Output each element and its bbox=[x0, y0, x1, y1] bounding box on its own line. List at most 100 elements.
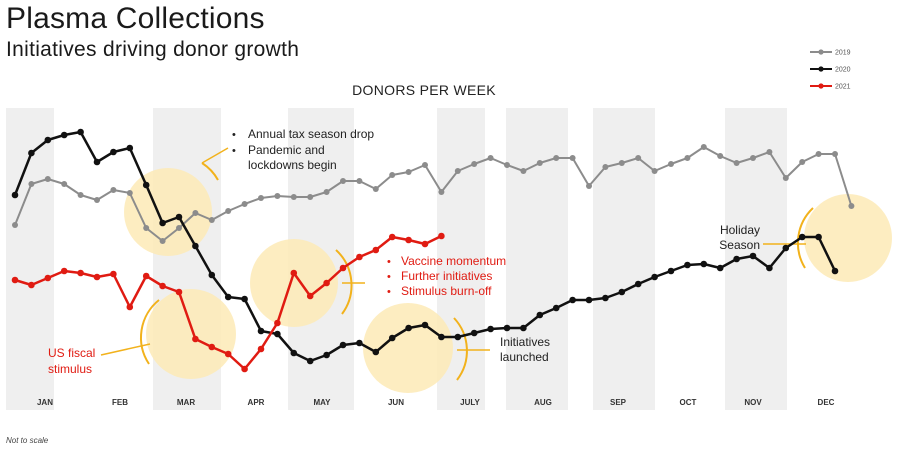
page-subtitle: Initiatives driving donor growth bbox=[6, 38, 300, 61]
data-point-2021 bbox=[11, 276, 19, 284]
data-point-2019 bbox=[618, 160, 625, 166]
annotation-text: Initiatives bbox=[500, 335, 550, 349]
data-point-2019 bbox=[668, 161, 674, 167]
data-point-2020 bbox=[126, 144, 134, 152]
data-point-2021 bbox=[372, 246, 380, 254]
data-point-2019 bbox=[553, 155, 560, 161]
annotation-text: Pandemic and bbox=[248, 143, 325, 157]
data-point-2020 bbox=[536, 311, 544, 319]
annotation-text: Further initiatives bbox=[401, 269, 492, 283]
data-point-2020 bbox=[11, 191, 19, 199]
highlight-circle bbox=[124, 168, 212, 256]
data-point-2021 bbox=[388, 233, 396, 241]
data-point-2020 bbox=[487, 325, 494, 333]
data-point-2020 bbox=[77, 128, 84, 136]
data-point-2019 bbox=[504, 162, 510, 168]
chart-title: DONORS PER WEEK bbox=[352, 82, 496, 98]
data-point-2020 bbox=[93, 158, 101, 166]
data-point-2021 bbox=[323, 279, 330, 287]
data-point-2020 bbox=[405, 324, 412, 332]
data-point-2021 bbox=[60, 267, 68, 275]
data-point-2021 bbox=[192, 335, 199, 343]
data-point-2020 bbox=[569, 296, 576, 304]
annotation-leader bbox=[100, 343, 151, 356]
data-point-2019 bbox=[159, 238, 166, 244]
footnote: Not to scale bbox=[6, 436, 49, 445]
data-point-2019 bbox=[438, 189, 445, 195]
data-point-2021 bbox=[28, 281, 35, 289]
data-point-2020 bbox=[257, 327, 265, 335]
data-point-2020 bbox=[651, 273, 658, 281]
month-label: DEC bbox=[818, 398, 835, 407]
legend: 2019 2020 2021 bbox=[810, 49, 851, 91]
data-point-2021 bbox=[142, 272, 150, 280]
data-point-2020 bbox=[667, 267, 675, 275]
legend-label: 2019 bbox=[835, 50, 851, 57]
data-point-2021 bbox=[126, 303, 134, 311]
month-label: OCT bbox=[680, 398, 697, 407]
data-point-2019 bbox=[143, 225, 150, 231]
legend-swatch-marker bbox=[818, 49, 824, 55]
annotation-text: Holiday bbox=[720, 223, 760, 237]
data-point-2021 bbox=[175, 288, 183, 296]
data-point-2019 bbox=[290, 194, 297, 200]
annotation-arc bbox=[140, 299, 160, 365]
data-point-2020 bbox=[372, 348, 380, 356]
annotation-text: stimulus bbox=[48, 362, 92, 376]
data-point-2020 bbox=[733, 255, 740, 263]
data-point-2019 bbox=[241, 201, 248, 207]
data-point-2019 bbox=[176, 225, 182, 231]
month-label: APR bbox=[248, 398, 265, 407]
data-point-2020 bbox=[28, 149, 35, 157]
data-point-2019 bbox=[635, 155, 642, 161]
data-point-2019 bbox=[651, 168, 658, 174]
highlight-circle bbox=[363, 303, 453, 393]
month-label: MAR bbox=[177, 398, 195, 407]
data-point-2019 bbox=[422, 162, 428, 168]
data-point-2020 bbox=[585, 296, 593, 304]
data-point-2021 bbox=[241, 365, 248, 373]
data-point-2020 bbox=[208, 271, 216, 279]
highlight-circle bbox=[804, 194, 892, 282]
data-point-2021 bbox=[110, 270, 117, 278]
data-point-2020 bbox=[241, 295, 248, 303]
data-point-2020 bbox=[503, 324, 511, 332]
annotation-text: launched bbox=[500, 350, 549, 364]
data-point-2019 bbox=[12, 222, 18, 228]
data-point-2020 bbox=[438, 333, 445, 341]
data-point-2021 bbox=[44, 274, 52, 282]
legend-swatch-marker bbox=[818, 66, 824, 72]
data-point-2019 bbox=[340, 178, 346, 184]
data-point-2020 bbox=[110, 148, 117, 156]
data-point-2019 bbox=[44, 176, 51, 182]
data-point-2020 bbox=[552, 304, 560, 312]
data-point-2019 bbox=[815, 151, 822, 157]
data-point-2020 bbox=[339, 341, 347, 349]
legend-label: 2020 bbox=[835, 67, 851, 74]
data-point-2019 bbox=[126, 190, 133, 196]
data-point-2020 bbox=[60, 131, 68, 139]
data-point-2021 bbox=[290, 269, 298, 277]
data-point-2021 bbox=[438, 232, 445, 240]
data-point-2019 bbox=[733, 160, 740, 166]
data-point-2021 bbox=[208, 343, 216, 351]
bullet: • bbox=[387, 256, 391, 268]
data-point-2020 bbox=[224, 293, 232, 301]
series-layer bbox=[11, 128, 855, 373]
data-point-2020 bbox=[782, 244, 790, 252]
data-point-2019 bbox=[323, 189, 330, 195]
data-point-2020 bbox=[766, 264, 773, 272]
highlight-circle bbox=[146, 289, 236, 379]
highlight-circles bbox=[124, 168, 892, 393]
data-point-2019 bbox=[700, 144, 707, 150]
data-point-2019 bbox=[782, 175, 789, 181]
data-point-2021 bbox=[257, 345, 265, 353]
data-point-2019 bbox=[356, 178, 363, 184]
data-point-2019 bbox=[569, 155, 576, 161]
month-label: JULY bbox=[460, 398, 480, 407]
data-point-2020 bbox=[815, 233, 822, 241]
data-point-2019 bbox=[274, 193, 281, 199]
bullet: • bbox=[232, 145, 236, 157]
data-point-2021 bbox=[405, 236, 412, 244]
data-point-2019 bbox=[258, 195, 264, 201]
